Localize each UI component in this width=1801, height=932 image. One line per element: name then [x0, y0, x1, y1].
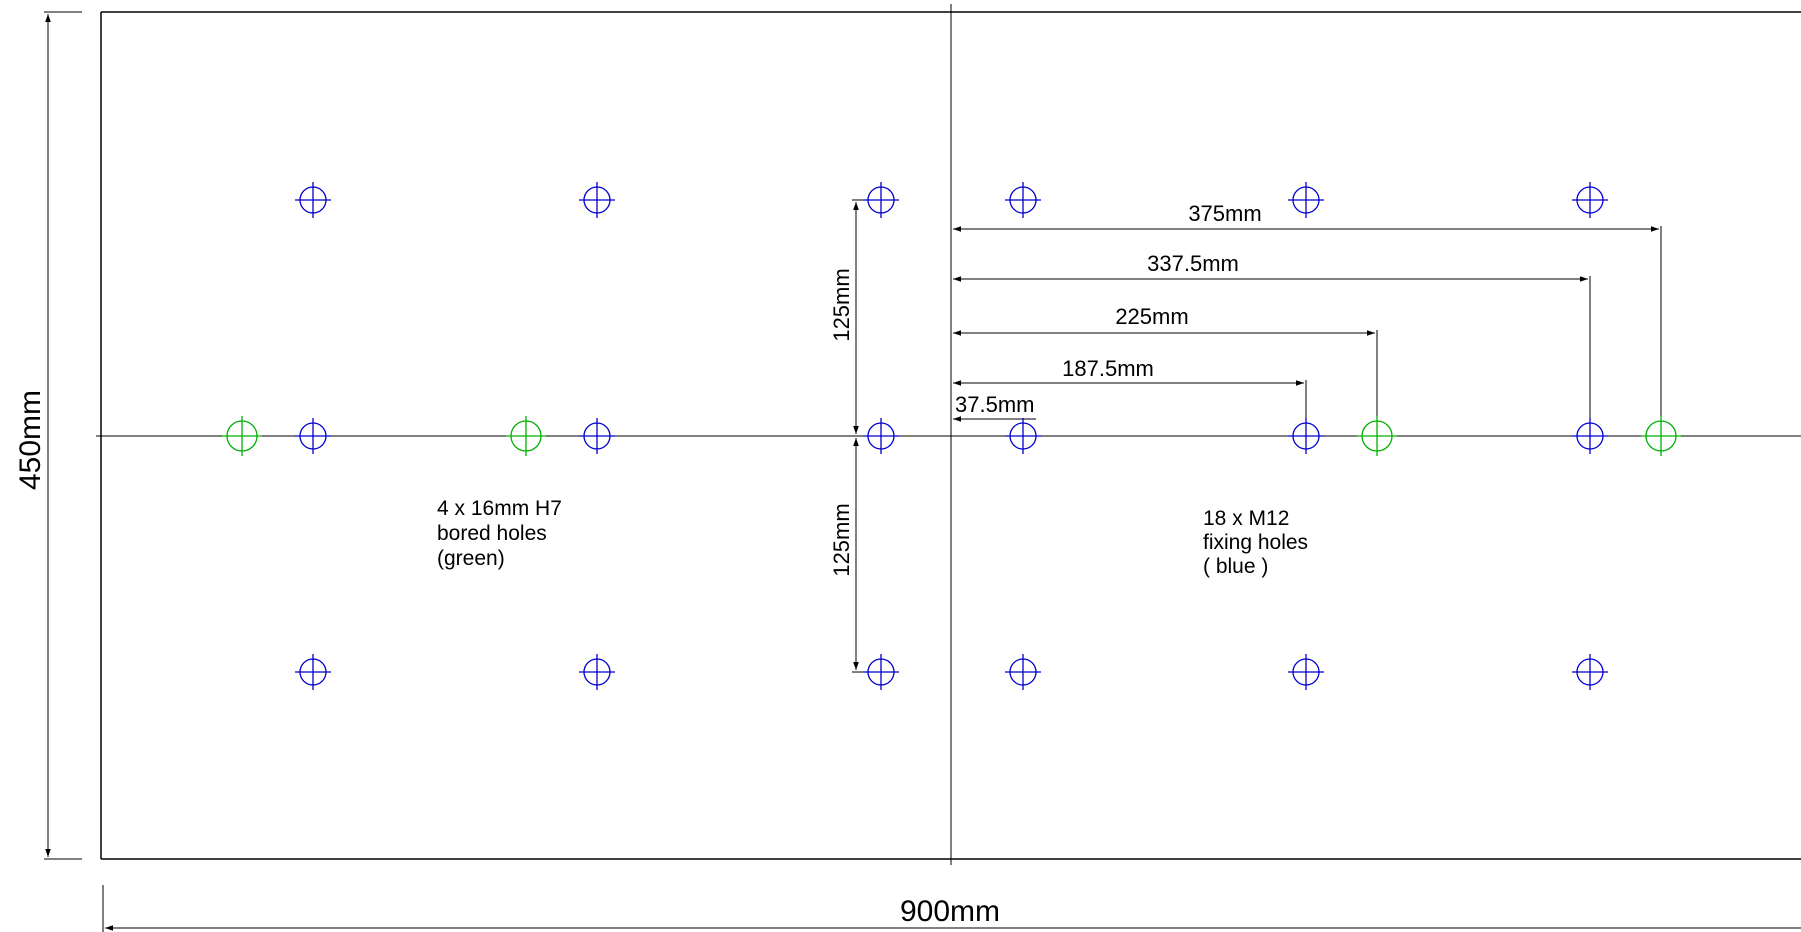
fixing-holes-note: 18 x M12 fixing holes ( blue ) [1203, 507, 1314, 578]
fixing-hole [1288, 654, 1324, 690]
fixing-hole [1005, 654, 1041, 690]
bored-hole [1641, 416, 1681, 456]
bored-note-line-1: 4 x 16mm H7 [437, 497, 562, 520]
dim-label-375: 375mm [1188, 201, 1261, 226]
bored-note-line-3: (green) [437, 547, 505, 570]
fixing-hole [1572, 654, 1608, 690]
fixing-hole [863, 418, 899, 454]
bored-note-line-2: bored holes [437, 522, 547, 545]
dim-label-337-5: 337.5mm [1147, 251, 1239, 276]
fixing-hole [1572, 182, 1608, 218]
height-label: 450mm [14, 390, 47, 490]
fixing-note-line-1: 18 x M12 [1203, 507, 1289, 530]
fixing-hole [1288, 418, 1324, 454]
bored-holes-note: 4 x 16mm H7 bored holes (green) [437, 497, 568, 570]
bored-hole [506, 416, 546, 456]
dim-label-37-5: 37.5mm [955, 392, 1034, 417]
centre-lines [96, 4, 1801, 865]
fixing-hole [1572, 418, 1608, 454]
fixing-hole [863, 654, 899, 690]
bored-hole [1357, 416, 1397, 456]
fixing-hole [1288, 182, 1324, 218]
height-dimension [44, 12, 82, 859]
fixing-hole [579, 654, 615, 690]
fixing-hole [579, 182, 615, 218]
fixing-hole [579, 418, 615, 454]
lower-vertical-label: 125mm [829, 503, 854, 576]
bored-hole [222, 416, 262, 456]
dim-label-225: 225mm [1115, 304, 1188, 329]
fixing-hole [295, 418, 331, 454]
dim-label-187-5: 187.5mm [1062, 356, 1154, 381]
fixing-note-line-2: fixing holes [1203, 531, 1308, 554]
upper-vertical-label: 125mm [829, 268, 854, 341]
fixing-hole [863, 182, 899, 218]
fixing-hole [1005, 418, 1041, 454]
fixing-hole [295, 654, 331, 690]
fixing-note-line-3: ( blue ) [1203, 555, 1268, 578]
fixing-hole [1005, 182, 1041, 218]
horizontal-dimensions [953, 226, 1661, 436]
width-label: 900mm [900, 895, 1000, 928]
fixing-hole [295, 182, 331, 218]
